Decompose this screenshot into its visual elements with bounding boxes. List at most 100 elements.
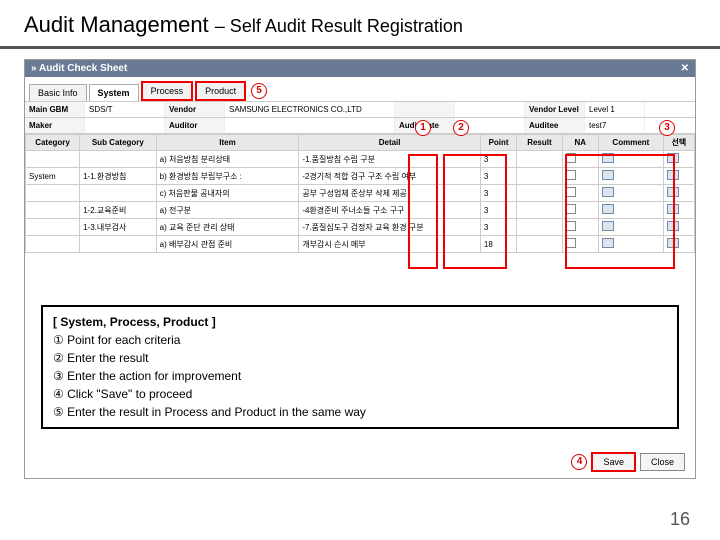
col-na: NA <box>562 135 598 151</box>
close-button[interactable]: Close <box>640 453 685 471</box>
cell-category <box>26 185 80 202</box>
audit-grid: Category Sub Category Item Detail Point … <box>25 134 695 253</box>
cell-action[interactable] <box>663 185 694 202</box>
footer-buttons: 4 Save Close <box>571 452 685 472</box>
cell-category <box>26 236 80 253</box>
cell-comment[interactable] <box>598 236 663 253</box>
window-title: » Audit Check Sheet <box>31 63 127 74</box>
cell-sub <box>80 151 157 168</box>
cell-item: a) 배부감시 관점 준비 <box>156 236 299 253</box>
cell-detail: -7.품질심도구 검정자 교육 환경 구분 <box>299 219 481 236</box>
cell-na[interactable] <box>562 236 598 253</box>
cell-detail: -2경기적 적합 검구 구조 수립 여부 <box>299 168 481 185</box>
info-value: SDS/T <box>85 102 165 117</box>
table-row[interactable]: a) 배부감시 관점 준비개부감시 슨시 메부18 <box>26 236 695 253</box>
page-title: Audit Management – Self Audit Result Reg… <box>0 0 720 49</box>
tab-product[interactable]: Product <box>195 81 246 101</box>
cell-sub: 1-3.내부검사 <box>80 219 157 236</box>
info-label: Vendor <box>165 102 225 117</box>
info-value: Level 1 <box>585 102 645 117</box>
cell-result[interactable] <box>517 219 562 236</box>
save-button[interactable]: Save <box>591 452 636 472</box>
info-value: SAMSUNG ELECTRONICS CO.,LTD <box>225 102 395 117</box>
edit-icon[interactable] <box>667 170 679 180</box>
info-value <box>455 102 525 117</box>
cell-action[interactable] <box>663 202 694 219</box>
cell-comment[interactable] <box>598 219 663 236</box>
edit-icon[interactable] <box>602 204 614 214</box>
info-value <box>85 118 165 133</box>
cell-na[interactable] <box>562 202 598 219</box>
cell-na[interactable] <box>562 185 598 202</box>
edit-icon[interactable] <box>602 153 614 163</box>
instruction-line: ⑤ Enter the result in Process and Produc… <box>53 403 667 421</box>
cell-item: a) 교육 준단 관리 상태 <box>156 219 299 236</box>
edit-icon[interactable] <box>602 238 614 248</box>
cell-comment[interactable] <box>598 151 663 168</box>
edit-icon[interactable] <box>602 170 614 180</box>
cell-sub <box>80 236 157 253</box>
instruction-header: [ System, Process, Product ] <box>53 313 667 331</box>
col-sub: Sub Category <box>80 135 157 151</box>
edit-icon[interactable] <box>602 221 614 231</box>
checkbox-icon[interactable] <box>566 170 576 180</box>
edit-icon[interactable] <box>667 238 679 248</box>
checkbox-icon[interactable] <box>566 221 576 231</box>
cell-detail: 개부감시 슨시 메부 <box>299 236 481 253</box>
table-row[interactable]: 1-2.교육준비a) 전구분-4환경준비 주너소들 구소 구구3 <box>26 202 695 219</box>
checkbox-icon[interactable] <box>566 204 576 214</box>
cell-category <box>26 151 80 168</box>
cell-result[interactable] <box>517 185 562 202</box>
col-category: Category <box>26 135 80 151</box>
instruction-line: ④ Click "Save" to proceed <box>53 385 667 403</box>
close-icon[interactable]: ✕ <box>681 63 689 74</box>
cell-comment[interactable] <box>598 202 663 219</box>
info-value: test7 <box>585 118 645 133</box>
col-item: Item <box>156 135 299 151</box>
cell-category: System <box>26 168 80 185</box>
table-row[interactable]: System1-1.환경방침b) 환경방침 부립부구소 :-2경기적 적합 검구… <box>26 168 695 185</box>
cell-point: 3 <box>480 168 516 185</box>
edit-icon[interactable] <box>667 204 679 214</box>
table-row[interactable]: c) 처음판물 공내자의공부 구성업체 준상부 삭제 제공3 <box>26 185 695 202</box>
checkbox-icon[interactable] <box>566 153 576 163</box>
edit-icon[interactable] <box>667 153 679 163</box>
page-number: 16 <box>670 509 690 530</box>
cell-result[interactable] <box>517 151 562 168</box>
tab-basic-info[interactable]: Basic Info <box>29 84 87 101</box>
edit-icon[interactable] <box>602 187 614 197</box>
col-point: Point <box>480 135 516 151</box>
checkbox-icon[interactable] <box>566 238 576 248</box>
info-label: Vendor Level <box>525 102 585 117</box>
table-row[interactable]: 1-3.내부검사a) 교육 준단 관리 상태-7.품질심도구 검정자 교육 환경… <box>26 219 695 236</box>
cell-action[interactable] <box>663 168 694 185</box>
table-row[interactable]: a) 처음방침 분리상태-1.품질방침 수립 구분3 <box>26 151 695 168</box>
cell-na[interactable] <box>562 219 598 236</box>
edit-icon[interactable] <box>667 221 679 231</box>
cell-item: b) 환경방침 부립부구소 : <box>156 168 299 185</box>
checkbox-icon[interactable] <box>566 187 576 197</box>
cell-comment[interactable] <box>598 185 663 202</box>
cell-result[interactable] <box>517 202 562 219</box>
cell-na[interactable] <box>562 151 598 168</box>
callout-2: 2 <box>453 120 469 136</box>
tab-system[interactable]: System <box>89 84 139 101</box>
app-window: » Audit Check Sheet ✕ Basic Info System … <box>24 59 696 479</box>
instruction-line: ① Point for each criteria <box>53 331 667 349</box>
cell-result[interactable] <box>517 236 562 253</box>
cell-detail: -1.품질방침 수립 구분 <box>299 151 481 168</box>
cell-comment[interactable] <box>598 168 663 185</box>
callout-4: 4 <box>571 454 587 470</box>
cell-result[interactable] <box>517 168 562 185</box>
cell-action[interactable] <box>663 151 694 168</box>
edit-icon[interactable] <box>667 187 679 197</box>
cell-action[interactable] <box>663 236 694 253</box>
cell-sub: 1-2.교육준비 <box>80 202 157 219</box>
cell-na[interactable] <box>562 168 598 185</box>
col-action: 선택 <box>663 135 694 151</box>
callout-5: 5 <box>251 83 267 99</box>
window-header: » Audit Check Sheet ✕ <box>25 60 695 77</box>
tab-process[interactable]: Process <box>141 81 194 101</box>
instruction-box: [ System, Process, Product ] ① Point for… <box>41 305 679 429</box>
cell-action[interactable] <box>663 219 694 236</box>
